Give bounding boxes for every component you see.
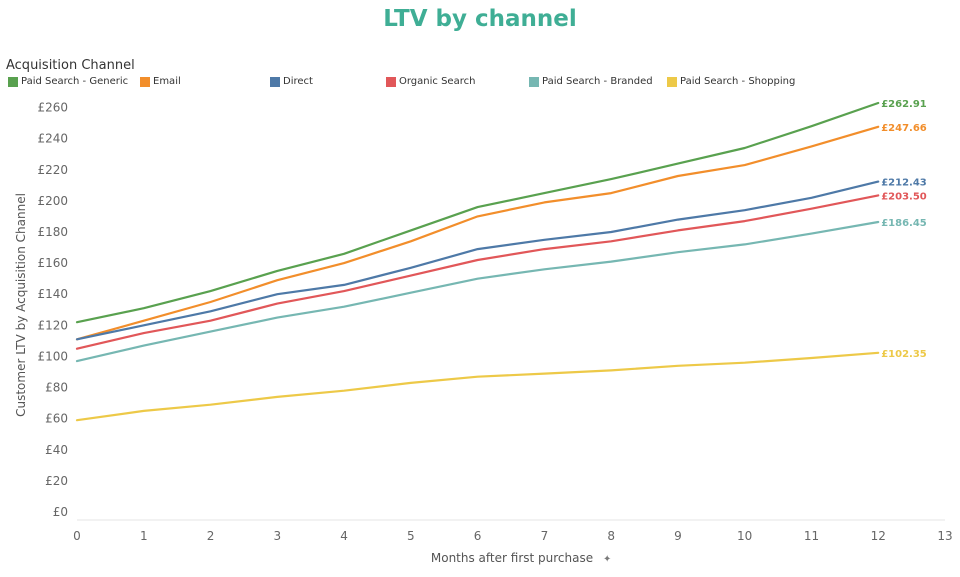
series-line[interactable] xyxy=(77,127,878,339)
y-tick-label: £240 xyxy=(37,132,68,146)
x-tick-label: 0 xyxy=(73,529,81,543)
series-line[interactable] xyxy=(77,195,878,348)
end-value-label: £186.45 xyxy=(881,218,927,229)
x-tick-label: 8 xyxy=(607,529,615,543)
x-axis-title: Months after first purchase ✦ xyxy=(431,551,612,565)
y-tick-label: £0 xyxy=(53,505,68,519)
end-value-label: £247.66 xyxy=(881,123,927,134)
x-tick-label: 5 xyxy=(407,529,415,543)
x-tick-label: 12 xyxy=(871,529,886,543)
x-axis-ticks: 0 1 2 3 4 5 6 7 8 9 10 11 12 13 xyxy=(73,529,952,543)
x-tick-label: 6 xyxy=(474,529,482,543)
y-tick-label: £180 xyxy=(37,225,68,239)
x-tick-label: 2 xyxy=(207,529,215,543)
y-tick-label: £20 xyxy=(45,474,68,488)
x-tick-label: 4 xyxy=(340,529,348,543)
series-line[interactable] xyxy=(77,222,878,361)
line-chart: £0 £20 £40 £60 £80 £100 £120 £140 £160 £180 £200 £2… xyxy=(0,0,960,577)
y-tick-label: £140 xyxy=(37,287,68,301)
y-tick-label: £160 xyxy=(37,256,68,270)
series-line[interactable] xyxy=(77,103,878,322)
end-value-label: £212.43 xyxy=(881,178,927,189)
end-labels: £262.91 £247.66 £212.43 £203.50 £186.45 £102.… xyxy=(881,99,927,360)
y-tick-label: £220 xyxy=(37,163,68,177)
end-value-label: £102.35 xyxy=(881,349,927,360)
x-tick-label: 10 xyxy=(737,529,752,543)
y-axis-label: Customer LTV by Acquisition Channel xyxy=(14,193,28,417)
y-tick-label: £260 xyxy=(37,101,68,115)
y-tick-label: £100 xyxy=(37,349,68,363)
series-lines xyxy=(77,103,878,420)
pin-icon[interactable]: ✦ xyxy=(603,554,611,565)
y-tick-label: £80 xyxy=(45,381,68,395)
y-axis-ticks: £0 £20 £40 £60 £80 £100 £120 £140 £160 £180 £200 £2… xyxy=(37,101,68,519)
x-tick-label: 11 xyxy=(804,529,819,543)
x-tick-label: 3 xyxy=(273,529,281,543)
y-tick-label: £200 xyxy=(37,194,68,208)
x-axis-label: Months after first purchase xyxy=(431,551,593,565)
x-tick-label: 1 xyxy=(140,529,148,543)
end-value-label: £262.91 xyxy=(881,99,927,110)
end-value-label: £203.50 xyxy=(881,191,927,202)
y-tick-label: £60 xyxy=(45,412,68,426)
x-tick-label: 13 xyxy=(937,529,952,543)
y-tick-label: £40 xyxy=(45,443,68,457)
x-tick-label: 7 xyxy=(541,529,549,543)
y-tick-label: £120 xyxy=(37,318,68,332)
x-tick-label: 9 xyxy=(674,529,682,543)
series-line[interactable] xyxy=(77,353,878,420)
